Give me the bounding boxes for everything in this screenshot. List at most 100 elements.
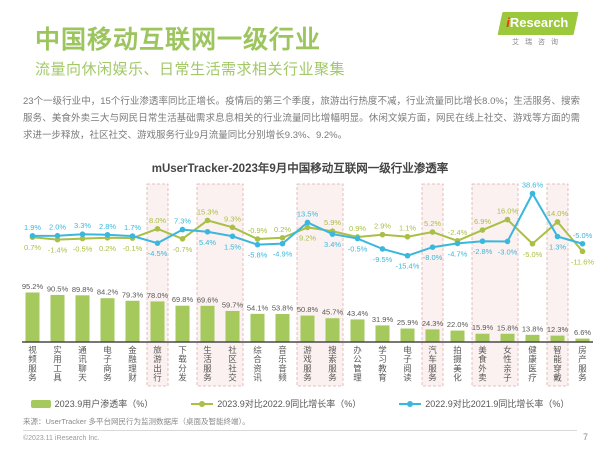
category-label: 搜索服务: [328, 345, 337, 383]
bar: [150, 301, 165, 342]
green-line-label: 0.7%: [24, 243, 41, 252]
green-line-label: -11.6%: [571, 257, 595, 266]
bar: [425, 329, 440, 342]
green-line-swatch-icon: [191, 400, 214, 408]
green-line-label: 15.3%: [197, 207, 219, 216]
page-number: 7: [582, 432, 588, 442]
green-line-label: -0.9%: [248, 226, 268, 235]
bar-value-label: 45.7%: [322, 308, 344, 317]
legend-item-yoy-2022: 2022.9对比2021.9同比增长率（%）: [399, 397, 569, 410]
blue-line-label: 1.9%: [24, 223, 41, 232]
category-label: 视频服务: [28, 345, 37, 383]
green-line-point: [379, 231, 386, 238]
blue-line-point: [29, 233, 36, 239]
category-label: 智能穿戴: [553, 345, 562, 383]
bar-value-label: 54.1%: [247, 303, 269, 312]
bar: [75, 295, 90, 342]
blue-line-point: [179, 226, 186, 233]
category-label: 健康医疗: [528, 345, 537, 383]
category-label: 电子商务: [103, 345, 112, 383]
green-line-label: 0.2%: [99, 244, 116, 253]
green-line-point: [504, 216, 511, 223]
green-line-point: [304, 224, 311, 231]
blue-line-point: [129, 233, 136, 239]
chart-legend: 2023.9用户渗透率（%） 2023.9对比2022.9同比增长率（%） 20…: [0, 397, 600, 410]
blue-line-label: -4.5%: [148, 249, 168, 258]
blue-line-point: [529, 190, 536, 197]
blue-line-label: -2.8%: [473, 247, 493, 256]
blue-line-label: 5.4%: [199, 238, 216, 247]
bar: [350, 319, 365, 342]
green-line-label: -5.0%: [523, 250, 543, 259]
bar-swatch-icon: [30, 399, 51, 408]
green-line-point: [179, 236, 186, 242]
blue-line-label: -8.0%: [423, 253, 443, 262]
bar: [225, 310, 240, 342]
green-line-label: -2.4%: [448, 228, 468, 237]
page-title: 中国移动互联网一级行业: [35, 26, 322, 54]
bar: [50, 294, 65, 342]
blue-line-point: [204, 228, 211, 235]
bar: [550, 335, 565, 342]
blue-line-label: 7.3%: [174, 217, 191, 226]
source-note: 来源：UserTracker 多平台网民行为监测数据库（桌面及智能终端）。: [23, 417, 250, 426]
green-line-label: 0.2%: [274, 225, 291, 234]
category-label: 社区社交: [228, 345, 237, 383]
bar-value-label: 69.8%: [172, 295, 194, 304]
page-subtitle: 流量向休闲娱乐、日常生活需求相关行业聚集: [35, 61, 346, 78]
bar: [250, 313, 265, 342]
blue-line-point: [329, 231, 336, 237]
green-line-label: -0.1%: [123, 244, 143, 253]
bar-value-label: 43.4%: [347, 309, 369, 318]
blue-line-label: 2.8%: [99, 222, 116, 231]
category-label: 综合资讯: [253, 345, 262, 383]
bar-value-label: 12.3%: [547, 325, 569, 334]
iresearch-logo: iResearch 艾瑞咨询: [496, 12, 580, 47]
blue-line-point: [254, 241, 261, 248]
green-line-label: -1.4%: [48, 246, 68, 255]
blue-line-point: [354, 235, 361, 242]
category-label: 电子阅读: [403, 345, 412, 383]
blue-line-point: [154, 240, 161, 246]
green-line-label: 9.3%: [224, 214, 241, 223]
bar: [375, 325, 390, 342]
bar-value-label: 90.5%: [47, 284, 69, 293]
footer-divider: [23, 430, 577, 431]
bar-value-label: 15.8%: [497, 323, 519, 332]
green-line-point: [79, 235, 86, 242]
green-line-label: -0.5%: [73, 245, 93, 254]
blue-line-label: -5.0%: [573, 231, 593, 240]
category-label: 下载分发: [178, 345, 187, 383]
chart-title: mUserTracker-2023年9月中国移动互联网一级行业渗透率: [151, 163, 449, 175]
bar-value-label: 25.9%: [397, 318, 419, 327]
bar: [200, 305, 215, 342]
bar: [400, 328, 415, 342]
legend-label: 2022.9对比2021.9同比增长率（%）: [425, 399, 570, 409]
green-line-point: [554, 219, 561, 225]
blue-line-point: [54, 232, 61, 239]
highlight-box: [296, 183, 344, 387]
blue-line-point: [554, 233, 561, 240]
green-line-label: 1.1%: [399, 224, 416, 233]
green-line-label: 5.2%: [424, 219, 441, 228]
bar-value-label: 22.0%: [447, 320, 469, 329]
blue-line-label: -4.9%: [273, 250, 293, 259]
green-line-label: -0.7%: [173, 245, 193, 254]
green-line-point: [479, 227, 486, 233]
blue-line-label: 2.0%: [49, 223, 66, 232]
green-line-point: [279, 234, 286, 241]
bar: [125, 300, 140, 342]
green-line-point: [529, 240, 536, 247]
green-line-point: [254, 236, 261, 242]
bar-value-label: 59.7%: [222, 300, 244, 309]
blue-line-point: [454, 240, 461, 247]
green-line-label: 2.9%: [374, 222, 391, 231]
highlight-box: [471, 183, 519, 387]
blue-line-label: 1.7%: [124, 223, 141, 232]
bar-value-label: 69.6%: [197, 295, 219, 304]
bar: [450, 330, 465, 342]
blue-line-label: 1.3%: [549, 243, 566, 252]
blue-line-label: -4.7%: [448, 249, 468, 258]
green-line-point: [229, 224, 236, 231]
